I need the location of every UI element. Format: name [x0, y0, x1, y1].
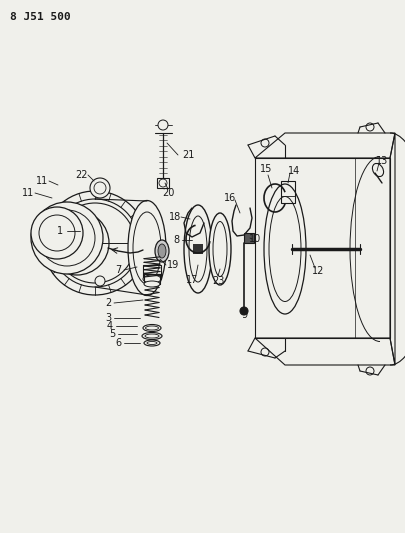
- Circle shape: [240, 307, 248, 315]
- Text: 19: 19: [167, 260, 179, 270]
- Circle shape: [31, 207, 83, 259]
- Text: 9: 9: [241, 310, 247, 320]
- Text: 10: 10: [249, 234, 261, 244]
- Text: 16: 16: [224, 193, 236, 203]
- Text: 12: 12: [312, 266, 324, 276]
- Bar: [157, 178, 169, 188]
- Bar: [143, 265, 161, 279]
- Text: 7: 7: [115, 265, 121, 275]
- Text: 2: 2: [105, 298, 111, 308]
- Ellipse shape: [142, 333, 162, 340]
- Ellipse shape: [158, 244, 166, 258]
- Text: 14: 14: [288, 166, 300, 176]
- Text: 11: 11: [22, 188, 34, 198]
- Text: 13: 13: [376, 156, 388, 166]
- Bar: [281, 181, 295, 203]
- Ellipse shape: [143, 325, 161, 332]
- Bar: [144, 274, 160, 284]
- Ellipse shape: [209, 213, 231, 285]
- Ellipse shape: [144, 281, 160, 287]
- Circle shape: [31, 202, 103, 274]
- Circle shape: [55, 203, 135, 283]
- Ellipse shape: [143, 275, 161, 283]
- Text: 23: 23: [212, 276, 224, 286]
- Text: 11: 11: [36, 176, 48, 186]
- Text: 18: 18: [169, 212, 181, 222]
- Ellipse shape: [128, 200, 166, 295]
- Text: 4: 4: [107, 321, 113, 331]
- Circle shape: [45, 211, 109, 275]
- Text: 15: 15: [260, 164, 272, 174]
- Circle shape: [95, 276, 105, 286]
- Bar: [244, 233, 254, 243]
- Ellipse shape: [155, 240, 169, 262]
- Circle shape: [158, 120, 168, 130]
- Text: 17: 17: [186, 275, 198, 285]
- Bar: [193, 244, 203, 254]
- Text: 6: 6: [115, 338, 121, 348]
- Text: 5: 5: [109, 329, 115, 339]
- Text: 20: 20: [162, 188, 174, 198]
- Text: 22: 22: [76, 170, 88, 180]
- Ellipse shape: [144, 340, 160, 346]
- Text: 8: 8: [173, 235, 179, 245]
- Circle shape: [90, 178, 110, 198]
- Text: 1: 1: [57, 226, 63, 236]
- Ellipse shape: [264, 184, 306, 314]
- Text: 3: 3: [105, 313, 111, 323]
- Ellipse shape: [184, 205, 212, 293]
- Text: 21: 21: [182, 150, 194, 160]
- Text: 8 J51 500: 8 J51 500: [10, 12, 71, 22]
